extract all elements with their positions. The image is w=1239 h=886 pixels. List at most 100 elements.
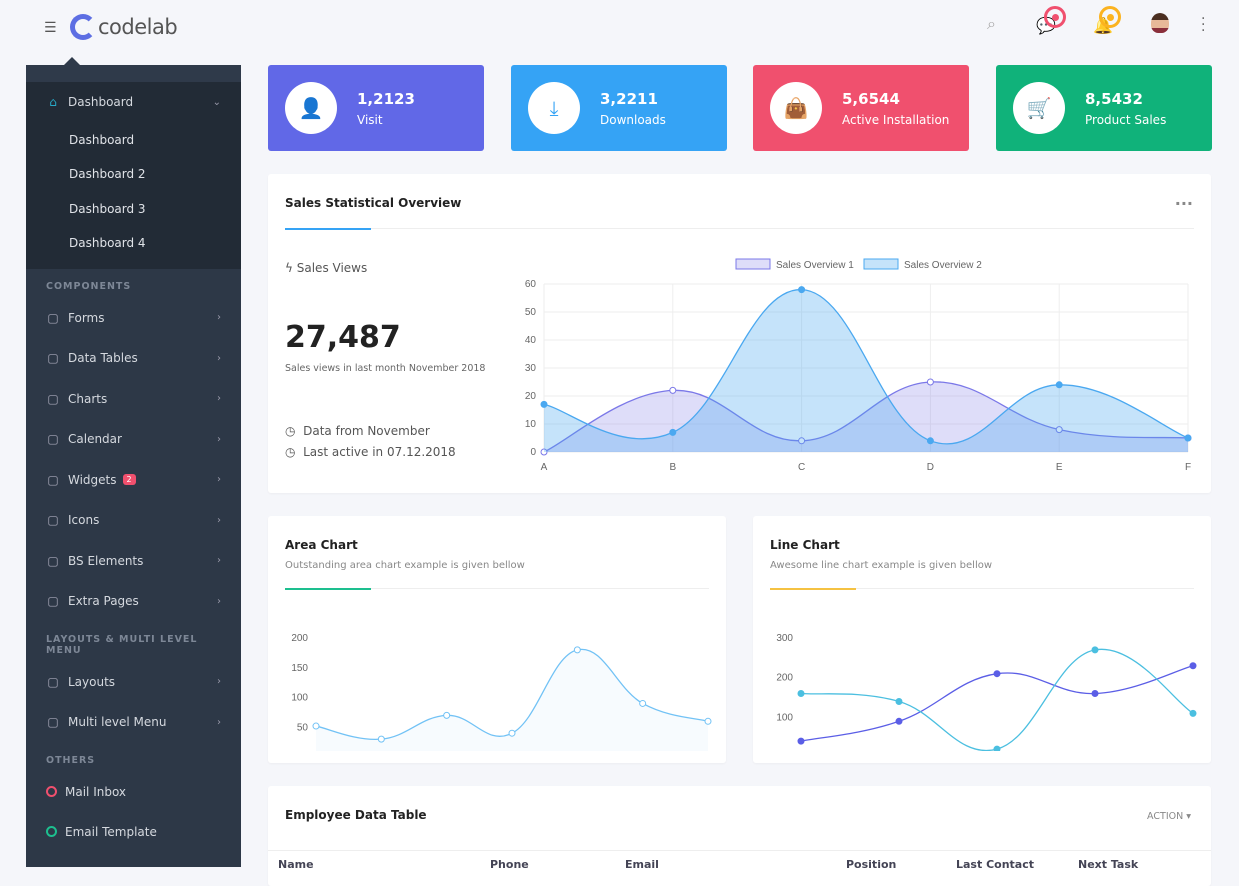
card-subtitle: Awesome line chart example is given bell… xyxy=(770,560,993,571)
bell-notification-dot xyxy=(1099,6,1121,28)
x-tick-label: E xyxy=(1056,462,1063,473)
series-area xyxy=(316,649,708,751)
card-title: Line Chart xyxy=(770,538,840,552)
sidebar-item-label: Mail Inbox xyxy=(65,784,127,799)
sidebar-item-forms[interactable]: ▢ Forms › xyxy=(26,298,241,339)
chevron-right-icon: › xyxy=(217,595,221,607)
y-tick-label: 150 xyxy=(291,663,308,674)
data-point xyxy=(895,697,903,705)
sidebar-item-bs-elements[interactable]: ▢ BS Elements › xyxy=(26,541,241,582)
y-tick-label: 0 xyxy=(530,447,536,458)
employee-table-card: Employee Data Table ACTION ▾ Name Phone Em… xyxy=(268,786,1211,886)
chat-notification-dot xyxy=(1044,6,1066,28)
stat-label: Downloads xyxy=(600,112,666,127)
data-point xyxy=(1055,381,1063,389)
stat-card[interactable]: 🛒 8,5432 Product Sales xyxy=(996,65,1212,151)
sidebar-item-icons[interactable]: ▢ Icons › xyxy=(26,500,241,541)
info-text: Data from November xyxy=(303,424,430,438)
y-tick-label: 10 xyxy=(525,419,537,430)
y-tick-label: 100 xyxy=(291,693,308,704)
section-heading: LAYOUTS & MULTI LEVEL MENU xyxy=(46,633,198,656)
chevron-right-icon: › xyxy=(217,352,221,364)
y-tick-label: 20 xyxy=(525,391,537,402)
sidebar-sub-dashboard[interactable]: Dashboard xyxy=(69,132,135,147)
data-point xyxy=(639,699,647,707)
sidebar-item-mail-inbox[interactable]: Mail Inbox xyxy=(26,772,241,812)
chevron-right-icon: › xyxy=(217,474,221,486)
data-point xyxy=(797,737,805,745)
chevron-right-icon: › xyxy=(217,555,221,567)
sales-views-note: Sales views in last month November 2018 xyxy=(285,363,486,374)
card-title: Sales Statistical Overview xyxy=(285,196,462,210)
logo[interactable]: codelab xyxy=(70,14,178,40)
legend-swatch xyxy=(735,258,771,270)
sidebar-item-label: Forms xyxy=(68,310,105,325)
sales-overview-card: Sales Statistical Overview ··· ϟ Sales V… xyxy=(268,174,1211,493)
sidebar-item-calendar[interactable]: ▢ Calendar › xyxy=(26,419,241,460)
column-header[interactable]: Last Contact xyxy=(956,858,1034,871)
info-text: Last active in 07.12.2018 xyxy=(303,445,456,459)
sales-overview-chart: 0 10 20 30 40 50 60 A B C D E F Sales Overview 1 Sales… xyxy=(525,258,1192,473)
stat-card[interactable]: 👤 1,2123 Visit xyxy=(268,65,484,151)
sidebar-item-multi-level-menu[interactable]: ▢ Multi level Menu › xyxy=(26,702,241,743)
data-point xyxy=(669,386,677,394)
sidebar-sub-dashboard-2[interactable]: Dashboard 2 xyxy=(69,167,146,182)
data-point xyxy=(1189,662,1197,670)
chevron-right-icon: › xyxy=(217,716,221,728)
clock-icon: ◷ xyxy=(285,445,296,459)
sidebar-item-data-tables[interactable]: ▢ Data Tables › xyxy=(26,338,241,379)
more-horizontal-icon[interactable]: ··· xyxy=(1174,194,1193,213)
y-tick-label: 50 xyxy=(525,307,537,318)
data-point xyxy=(573,646,581,654)
data-point xyxy=(540,448,548,456)
sidebar-item-extra-pages[interactable]: ▢ Extra Pages › xyxy=(26,581,241,622)
form-icon: ▢ xyxy=(47,310,59,325)
stat-label: Product Sales xyxy=(1085,112,1167,127)
y-tick-label: 200 xyxy=(776,673,793,684)
stat-card[interactable]: 👜 5,6544 Active Installation xyxy=(753,65,969,151)
data-point xyxy=(312,722,320,730)
stat-label: Visit xyxy=(357,112,383,127)
card-title: Employee Data Table xyxy=(285,808,427,822)
y-tick-label: 30 xyxy=(525,363,537,374)
action-dropdown[interactable]: ACTION ▾ xyxy=(1147,811,1191,822)
chevron-right-icon: › xyxy=(217,393,221,405)
sidebar-item-dashboard[interactable]: ⌂ Dashboard ⌄ xyxy=(26,82,241,123)
data-point xyxy=(895,717,903,725)
data-point xyxy=(993,745,1001,751)
column-header[interactable]: Email xyxy=(625,858,659,871)
series-line xyxy=(543,381,1189,453)
data-point xyxy=(540,400,548,408)
sales-views-label: Sales Views xyxy=(296,261,368,275)
section-heading: COMPONENTS xyxy=(46,280,132,292)
sidebar-item-label: Calendar xyxy=(68,432,122,447)
stat-card[interactable]: ⤓ 3,2211 Downloads xyxy=(511,65,727,151)
column-header[interactable]: Next Task xyxy=(1078,858,1139,871)
sidebar-item-label: Charts xyxy=(68,391,108,406)
more-vertical-icon[interactable]: · · · xyxy=(1201,11,1206,39)
column-header[interactable]: Phone xyxy=(490,858,529,871)
menu-icon[interactable]: ☰ xyxy=(44,20,57,36)
sidebar-item-charts[interactable]: ▢ Charts › xyxy=(26,379,241,420)
sidebar-sub-dashboard-4[interactable]: Dashboard 4 xyxy=(69,236,146,251)
series-area xyxy=(544,289,1188,452)
column-header[interactable]: Name xyxy=(278,858,314,871)
edit-icon: ▢ xyxy=(47,513,59,528)
sidebar-item-label: Multi level Menu xyxy=(68,715,167,730)
stat-value: 3,2211 xyxy=(600,89,658,108)
sidebar-item-label: Layouts xyxy=(68,674,116,689)
sidebar-item-layouts[interactable]: ▢ Layouts › xyxy=(26,662,241,703)
data-point xyxy=(798,437,806,445)
logo-mark xyxy=(70,14,96,40)
series-line xyxy=(543,288,1189,445)
sidebar-item-widgets[interactable]: ▢ Widgets 2 › xyxy=(26,460,241,501)
column-header[interactable]: Position xyxy=(846,858,897,871)
cart-icon: 🛒 xyxy=(1013,82,1065,134)
sidebar-sub-dashboard-3[interactable]: Dashboard 3 xyxy=(69,201,146,216)
sales-views-value: 27,487 xyxy=(285,320,401,355)
avatar[interactable] xyxy=(1151,13,1169,33)
x-tick-label: B xyxy=(669,462,676,473)
search-icon[interactable]: ⌕ xyxy=(987,14,996,33)
copy-icon: ▢ xyxy=(47,553,59,568)
sidebar-item-email-template[interactable]: Email Template xyxy=(26,812,241,852)
